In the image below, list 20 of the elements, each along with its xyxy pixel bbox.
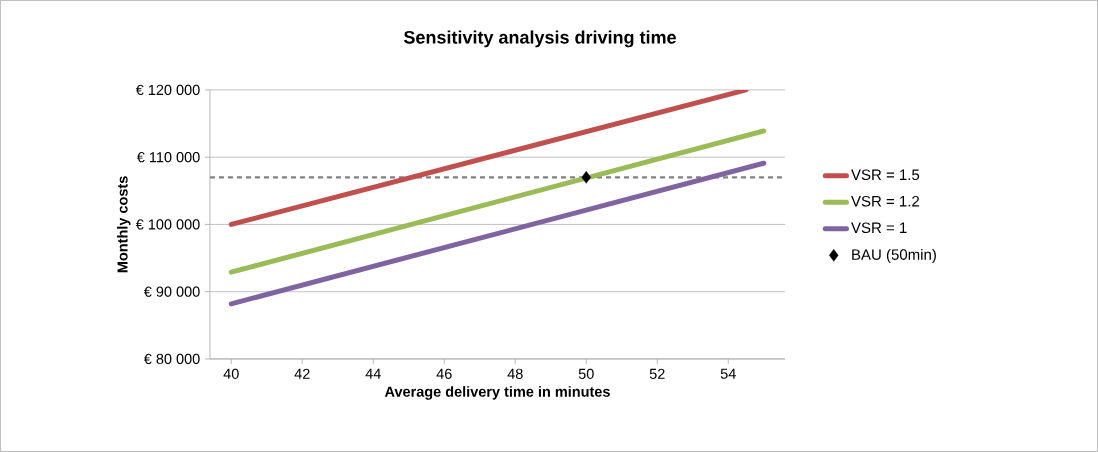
x-tick-label: 54 xyxy=(720,368,736,379)
y-tick-label: € 80 000 xyxy=(143,353,200,365)
x-tick-label: 40 xyxy=(223,368,239,379)
x-tick-label: 44 xyxy=(365,368,381,379)
x-tick-label: 50 xyxy=(578,368,594,379)
legend-label: BAU (50min) xyxy=(852,248,936,263)
y-tick-label: € 90 000 xyxy=(143,286,200,297)
y-tick-label: € 100 000 xyxy=(135,219,200,230)
y-tick-label: € 110 000 xyxy=(136,152,200,163)
x-tick-label: 46 xyxy=(436,368,452,379)
legend-label: VSR = 1.2 xyxy=(851,195,920,207)
y-tick-label: € 120 000 xyxy=(135,84,200,96)
x-axis-title: Average delivery time in minutes xyxy=(384,386,610,400)
x-tick-label: 52 xyxy=(649,368,665,379)
x-tick-label: 42 xyxy=(294,368,310,379)
x-tick-label: 48 xyxy=(507,368,523,379)
y-axis-title: Monthly costs xyxy=(117,176,131,273)
legend-label: VSR = 1 xyxy=(851,222,907,234)
legend-label: VSR = 1.5 xyxy=(851,169,920,181)
chart-title: Sensitivity analysis driving time xyxy=(403,30,676,48)
